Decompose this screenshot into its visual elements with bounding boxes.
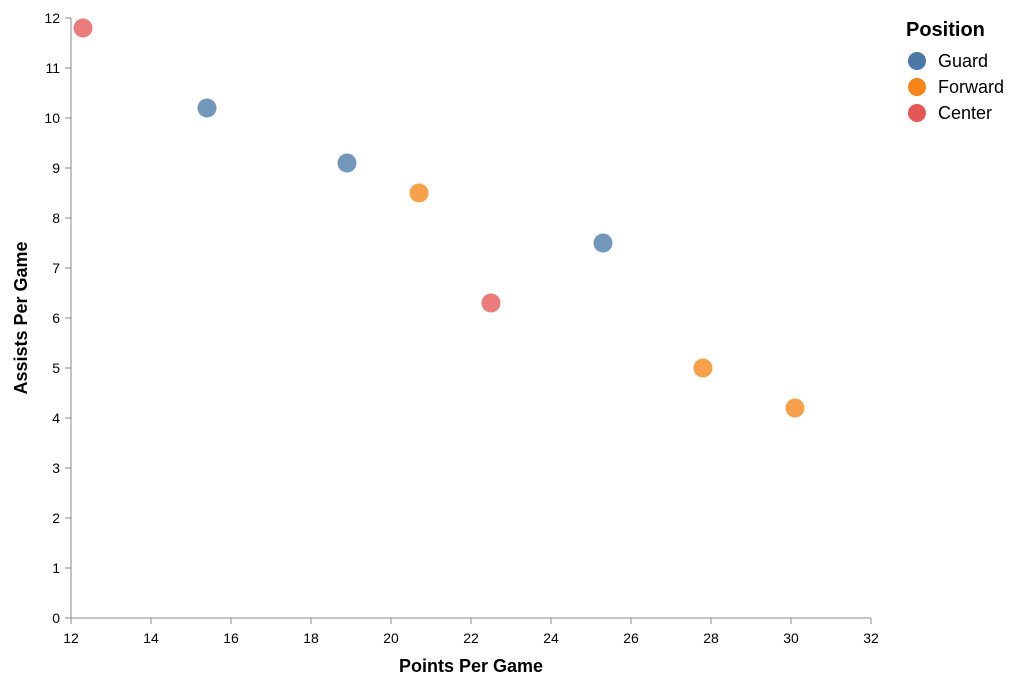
y-tick-label: 9 <box>52 160 60 176</box>
y-tick-label: 2 <box>52 510 60 526</box>
x-tick-label: 22 <box>463 630 479 646</box>
legend-swatch-forward <box>908 78 926 96</box>
legend-entry-center: Center <box>908 103 992 123</box>
legend-swatch-guard <box>908 52 926 70</box>
y-tick-label: 12 <box>44 10 60 26</box>
legend-entry-forward: Forward <box>908 77 1004 97</box>
x-tick-label: 24 <box>543 630 559 646</box>
legend-label-center: Center <box>938 103 992 123</box>
y-tick-label: 4 <box>52 410 60 426</box>
data-point-guard <box>593 233 613 253</box>
x-tick-label: 20 <box>383 630 399 646</box>
x-tick-label: 12 <box>63 630 79 646</box>
legend: Position Guard Forward Center <box>906 19 1004 123</box>
data-point-guard <box>197 98 217 118</box>
y-tick-label: 3 <box>52 460 60 476</box>
y-tick-label: 8 <box>52 210 60 226</box>
y-tick-label: 0 <box>52 610 60 626</box>
y-axis-title: Assists Per Game <box>11 241 31 394</box>
legend-title: Position <box>906 19 985 41</box>
legend-swatch-center <box>908 104 926 122</box>
legend-entry-guard: Guard <box>908 51 988 71</box>
x-tick-label: 30 <box>783 630 799 646</box>
legend-label-guard: Guard <box>938 51 988 71</box>
legend-label-forward: Forward <box>938 77 1004 97</box>
y-tick-label: 5 <box>52 360 60 376</box>
data-points <box>73 18 805 418</box>
y-tick-label: 10 <box>44 110 60 126</box>
data-point-guard <box>337 153 357 173</box>
data-point-forward <box>693 358 713 378</box>
data-point-center <box>481 293 501 313</box>
x-axis-title: Points Per Game <box>399 656 543 676</box>
x-ticks: 12 14 16 18 20 22 24 26 28 30 32 <box>63 618 879 646</box>
y-tick-label: 7 <box>52 260 60 276</box>
y-tick-label: 6 <box>52 310 60 326</box>
data-point-forward <box>785 398 805 418</box>
y-tick-label: 1 <box>52 560 60 576</box>
data-point-center <box>73 18 93 38</box>
x-tick-label: 18 <box>303 630 319 646</box>
x-tick-label: 16 <box>223 630 239 646</box>
data-point-forward <box>409 183 429 203</box>
x-tick-label: 26 <box>623 630 639 646</box>
x-tick-label: 28 <box>703 630 719 646</box>
y-tick-label: 11 <box>45 60 60 76</box>
x-tick-label: 32 <box>863 630 879 646</box>
x-tick-label: 14 <box>143 630 159 646</box>
